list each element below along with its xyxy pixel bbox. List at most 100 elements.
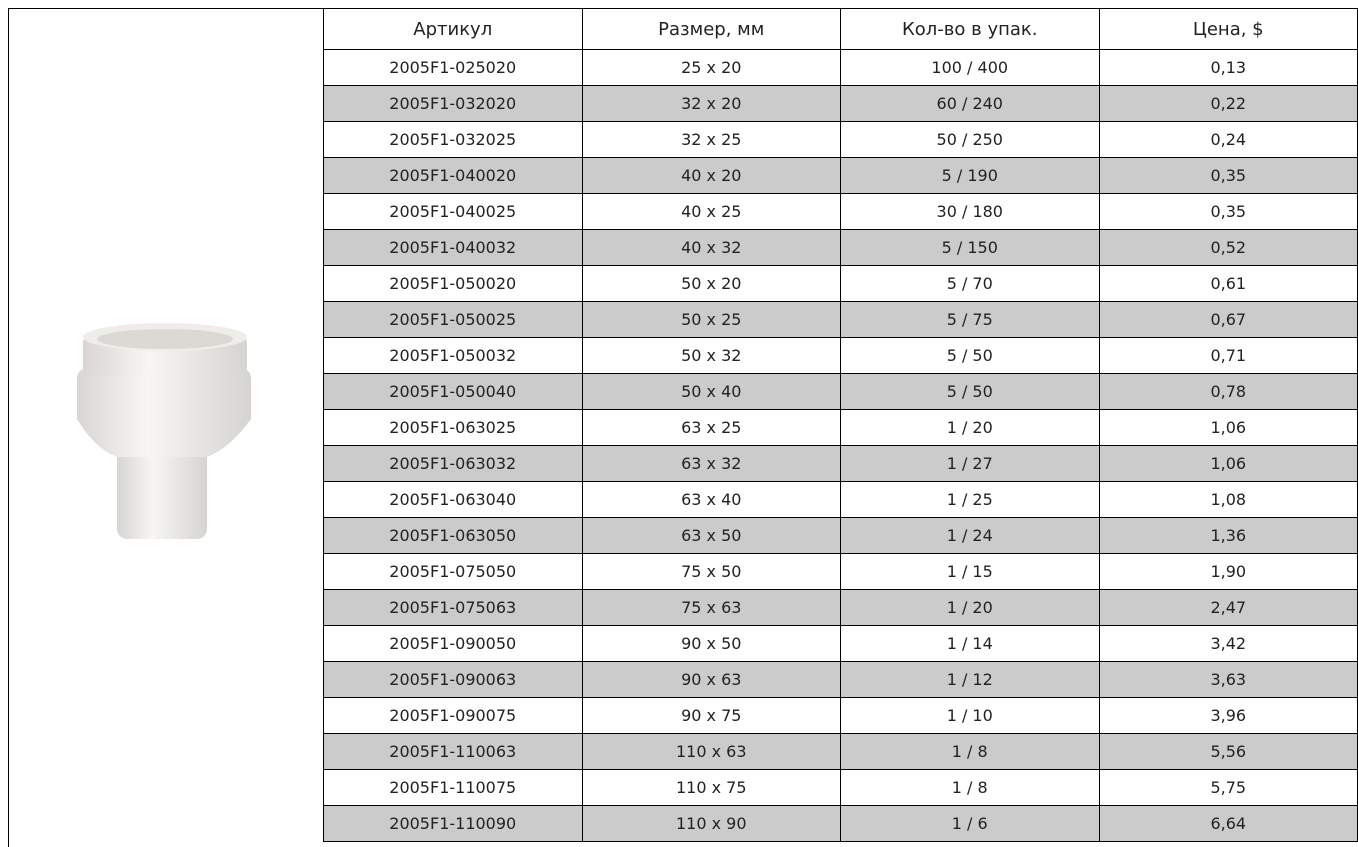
table-cell: 63 x 25 xyxy=(582,410,841,446)
table-cell: 40 x 20 xyxy=(582,158,841,194)
table-cell: 2005F1-110090 xyxy=(324,806,583,842)
table-cell: 0,52 xyxy=(1099,230,1358,266)
table-cell: 2005F1-040025 xyxy=(324,194,583,230)
table-cell: 2005F1-063025 xyxy=(324,410,583,446)
table-cell: 5 / 70 xyxy=(841,266,1100,302)
table-cell: 1 / 15 xyxy=(841,554,1100,590)
table-cell: 5 / 75 xyxy=(841,302,1100,338)
product-image xyxy=(69,309,269,559)
header-cell: Кол-во в упак. xyxy=(841,9,1100,50)
table-cell: 2005F1-090075 xyxy=(324,698,583,734)
table-cell: 0,67 xyxy=(1099,302,1358,338)
table-cell: 3,96 xyxy=(1099,698,1358,734)
table-cell: 1 / 8 xyxy=(841,770,1100,806)
table-cell: 2005F1-050032 xyxy=(324,338,583,374)
table-cell: 2005F1-050040 xyxy=(324,374,583,410)
table-cell: 3,42 xyxy=(1099,626,1358,662)
table-cell: 1 / 6 xyxy=(841,806,1100,842)
header-cell: Цена, $ xyxy=(1099,9,1358,50)
table-cell: 5 / 150 xyxy=(841,230,1100,266)
table-cell: 90 x 75 xyxy=(582,698,841,734)
table-cell: 2005F1-090063 xyxy=(324,662,583,698)
table-cell: 1,90 xyxy=(1099,554,1358,590)
table-cell: 3,63 xyxy=(1099,662,1358,698)
table-cell: 40 x 32 xyxy=(582,230,841,266)
table-cell: 2005F1-063050 xyxy=(324,518,583,554)
table-cell: 75 x 63 xyxy=(582,590,841,626)
table-cell: 0,61 xyxy=(1099,266,1358,302)
table-cell: 90 x 63 xyxy=(582,662,841,698)
table-cell: 0,24 xyxy=(1099,122,1358,158)
table-cell: 0,22 xyxy=(1099,86,1358,122)
table-cell: 2005F1-050025 xyxy=(324,302,583,338)
table-cell: 63 x 40 xyxy=(582,482,841,518)
table-cell: 2005F1-090050 xyxy=(324,626,583,662)
table-cell: 2005F1-075050 xyxy=(324,554,583,590)
table-cell: 110 x 63 xyxy=(582,734,841,770)
table-cell: 2005F1-075063 xyxy=(324,590,583,626)
table-cell: 1 / 8 xyxy=(841,734,1100,770)
table-cell: 5 / 50 xyxy=(841,374,1100,410)
table-cell: 2005F1-050020 xyxy=(324,266,583,302)
table-cell: 0,35 xyxy=(1099,158,1358,194)
table-cell: 2005F1-025020 xyxy=(324,50,583,86)
table-cell: 1,36 xyxy=(1099,518,1358,554)
table-cell: 110 x 75 xyxy=(582,770,841,806)
table-cell: 2005F1-063040 xyxy=(324,482,583,518)
table-cell: 50 x 32 xyxy=(582,338,841,374)
table-cell: 1 / 20 xyxy=(841,590,1100,626)
table-cell: 1 / 27 xyxy=(841,446,1100,482)
table-cell: 1 / 20 xyxy=(841,410,1100,446)
table-cell: 1,08 xyxy=(1099,482,1358,518)
table-cell: 2005F1-110063 xyxy=(324,734,583,770)
table-cell: 63 x 50 xyxy=(582,518,841,554)
table-cell: 0,35 xyxy=(1099,194,1358,230)
table-cell: 2005F1-032020 xyxy=(324,86,583,122)
table-cell: 2005F1-063032 xyxy=(324,446,583,482)
page: АртикулРазмер, ммКол-во в упак.Цена, $ 2… xyxy=(0,0,1358,847)
table-cell: 5 / 50 xyxy=(841,338,1100,374)
table-cell: 2005F1-040020 xyxy=(324,158,583,194)
table-cell: 2,47 xyxy=(1099,590,1358,626)
header-cell: Размер, мм xyxy=(582,9,841,50)
table-cell: 25 x 20 xyxy=(582,50,841,86)
table-cell: 0,13 xyxy=(1099,50,1358,86)
table-cell: 6,64 xyxy=(1099,806,1358,842)
table-cell: 2005F1-110075 xyxy=(324,770,583,806)
table-cell: 1 / 24 xyxy=(841,518,1100,554)
table-cell: 1 / 14 xyxy=(841,626,1100,662)
table-cell: 50 x 20 xyxy=(582,266,841,302)
table-cell: 110 x 90 xyxy=(582,806,841,842)
table-cell: 90 x 50 xyxy=(582,626,841,662)
table-cell: 0,78 xyxy=(1099,374,1358,410)
header-cell: Артикул xyxy=(324,9,583,50)
table-cell: 32 x 20 xyxy=(582,86,841,122)
table-cell: 1 / 12 xyxy=(841,662,1100,698)
table-cell: 2005F1-032025 xyxy=(324,122,583,158)
table-cell: 75 x 50 xyxy=(582,554,841,590)
table-cell: 40 x 25 xyxy=(582,194,841,230)
table-cell: 5 / 190 xyxy=(841,158,1100,194)
table-cell: 32 x 25 xyxy=(582,122,841,158)
table-cell: 50 / 250 xyxy=(841,122,1100,158)
table-cell: 1,06 xyxy=(1099,446,1358,482)
